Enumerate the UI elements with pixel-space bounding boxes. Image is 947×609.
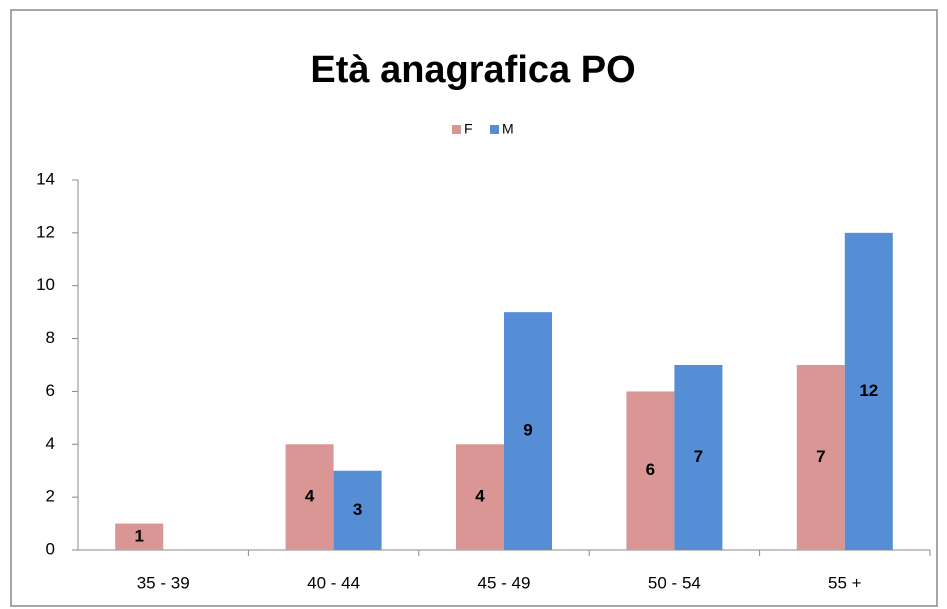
bar xyxy=(674,365,723,550)
legend-label: F xyxy=(464,121,473,137)
bar xyxy=(285,444,334,550)
bar xyxy=(504,312,552,550)
data-label: 9 xyxy=(523,421,532,440)
y-tick-label: 6 xyxy=(46,381,55,400)
data-label: 7 xyxy=(694,447,703,466)
data-label: 1 xyxy=(134,526,143,545)
legend-label: M xyxy=(502,121,514,137)
x-tick-label: 35 - 39 xyxy=(137,573,190,592)
data-label: 7 xyxy=(816,447,825,466)
data-label: 12 xyxy=(859,381,878,400)
x-tick-label: 45 - 49 xyxy=(478,573,531,592)
chart-title: Età anagrafica PO xyxy=(310,49,635,91)
x-tick-label: 40 - 44 xyxy=(307,573,360,592)
y-tick-label: 8 xyxy=(46,328,55,347)
data-label: 4 xyxy=(305,487,315,506)
bar xyxy=(333,470,382,550)
bar xyxy=(456,444,504,550)
bar xyxy=(844,232,893,550)
y-tick-label: 12 xyxy=(36,222,55,241)
y-tick-label: 4 xyxy=(46,434,55,453)
data-label: 6 xyxy=(646,460,655,479)
legend-swatch xyxy=(452,125,461,134)
data-label: 3 xyxy=(353,500,362,519)
data-label: 4 xyxy=(475,487,485,506)
bar xyxy=(626,391,675,550)
x-tick-label: 55 + xyxy=(828,573,862,592)
y-tick-label: 0 xyxy=(46,539,55,558)
x-tick-label: 50 - 54 xyxy=(648,573,701,592)
y-tick-label: 2 xyxy=(46,487,55,506)
y-tick-label: 10 xyxy=(36,275,55,294)
y-tick-label: 14 xyxy=(36,169,55,188)
legend-swatch xyxy=(490,125,499,134)
bar xyxy=(115,523,164,550)
bar xyxy=(796,365,845,550)
